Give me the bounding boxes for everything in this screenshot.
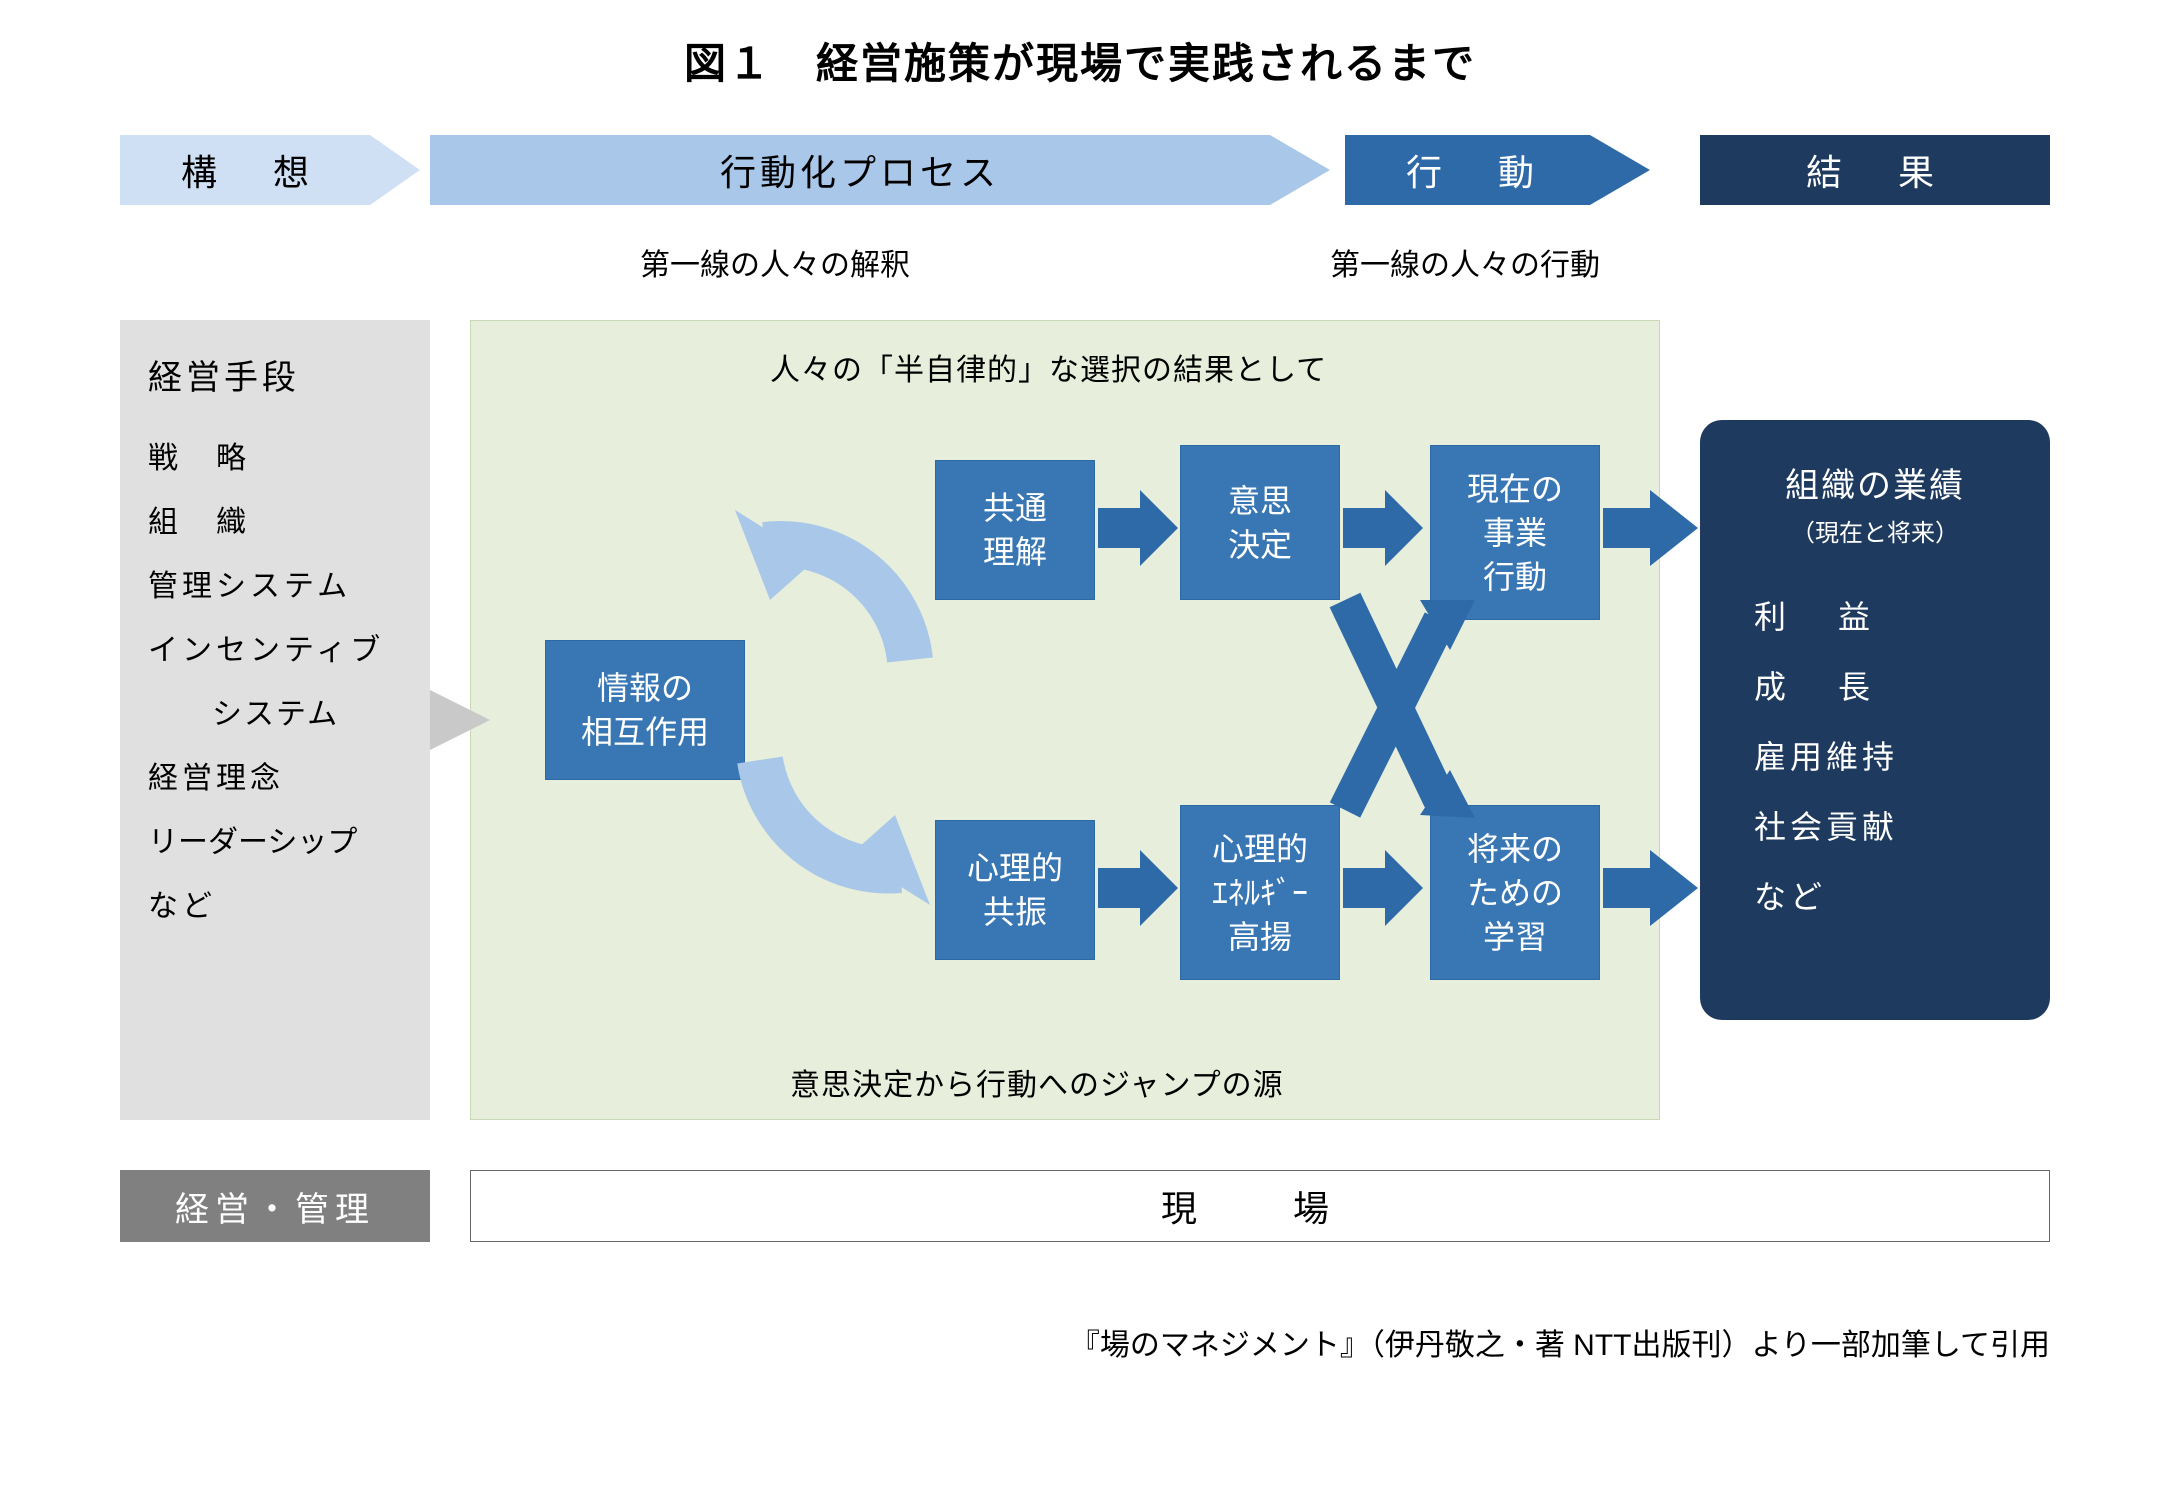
sidebar-item: など (148, 875, 402, 939)
subcaption-right: 第一線の人々の行動 (1330, 240, 1600, 284)
arrow-concept: 構 想 (120, 135, 380, 205)
caption-jump-source: 意思決定から行動へのジャンプの源 (790, 1060, 1284, 1104)
caption-autonomous: 人々の「半自律的」な選択の結果として (770, 345, 1327, 389)
result-subtitle: （現在と将来） (1736, 513, 2014, 548)
sidebar-item: 管理システム (148, 555, 402, 619)
sidebar-item: インセンティブ (148, 619, 402, 683)
result-panel: 組織の業績 （現在と将来） 利 益 成 長 雇用維持 社会貢献 など (1700, 420, 2050, 1020)
node-information-interaction: 情報の 相互作用 (545, 640, 745, 780)
sidebar-item: リーダーシップ (148, 811, 402, 875)
node-energy: 心理的 ｴﾈﾙｷﾞｰ 高揚 (1180, 805, 1340, 980)
figure-title: 図１ 経営施策が現場で実践されるまで (0, 0, 2160, 91)
bottom-bar-field: 現 場 (470, 1170, 2050, 1242)
bottom-bar-management: 経営・管理 (120, 1170, 430, 1242)
sidebar-list: 戦 略 組 織 管理システム インセンティブ システム 経営理念 リーダーシップ… (148, 427, 402, 939)
citation-text: 『場のマネジメント』（伊丹敬之・著 NTT出版刊）より一部加筆して引用 (1070, 1320, 2050, 1364)
sidebar-item: システム (148, 683, 402, 747)
result-item: 利 益 (1736, 582, 2014, 652)
node-decision: 意思 決定 (1180, 445, 1340, 600)
result-item: 社会貢献 (1736, 792, 2014, 862)
sidebar-management-means: 経営手段 戦 略 組 織 管理システム インセンティブ システム 経営理念 リー… (120, 320, 430, 1120)
sidebar-item: 組 織 (148, 491, 402, 555)
node-learning: 将来の ための 学習 (1430, 805, 1600, 980)
arrow-process: 行動化プロセス (430, 135, 1290, 205)
arrow-action: 行 動 (1345, 135, 1605, 205)
result-item: 雇用維持 (1736, 722, 2014, 792)
node-common-understanding: 共通 理解 (935, 460, 1095, 600)
sidebar-item: 経営理念 (148, 747, 402, 811)
result-title: 組織の業績 (1736, 458, 2014, 507)
node-resonance: 心理的 共振 (935, 820, 1095, 960)
sidebar-item: 戦 略 (148, 427, 402, 491)
result-item: など (1736, 862, 2014, 932)
arrow-result: 結 果 (1700, 135, 2050, 205)
result-item: 成 長 (1736, 652, 2014, 722)
sidebar-title: 経営手段 (148, 350, 402, 399)
node-current-action: 現在の 事業 行動 (1430, 445, 1600, 620)
subcaption-left: 第一線の人々の解釈 (640, 240, 910, 284)
